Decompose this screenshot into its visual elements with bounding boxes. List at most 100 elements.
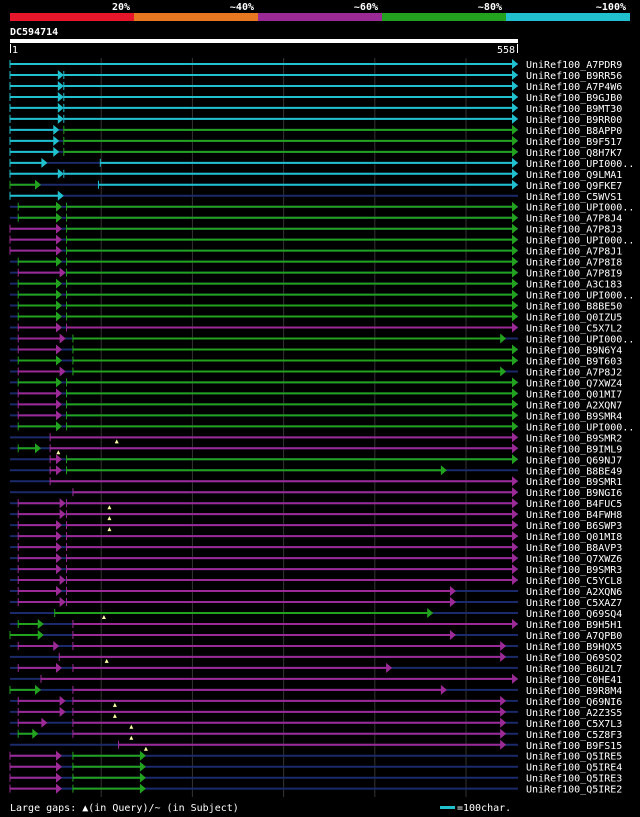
hit-row[interactable]: UniRef100_C0HE41	[10, 673, 622, 686]
hit-row[interactable]: UniRef100_Q5IRE4	[9, 761, 622, 774]
hit-row[interactable]: UniRef100_C5XAZ7	[10, 597, 622, 609]
hit-row[interactable]: UniRef100_UPI000..	[10, 333, 634, 346]
hit-row[interactable]: UniRef100_Q5IRE2	[9, 783, 622, 796]
hit-label[interactable]: UniRef100_A7P4W6	[526, 82, 622, 93]
hit-label[interactable]: UniRef100_A7P8J4	[526, 214, 622, 225]
hit-label[interactable]: UniRef100_B8BE49	[526, 466, 622, 477]
hit-label[interactable]: UniRef100_Q69SQ4	[526, 609, 622, 620]
hit-row[interactable]: UniRef100_A2XQN7	[10, 399, 622, 411]
hit-row[interactable]: UniRef100_UPI000..	[10, 289, 634, 302]
hit-row[interactable]: UniRef100_B9SMR3	[10, 564, 622, 576]
hit-label[interactable]: UniRef100_B9HQX5	[526, 642, 622, 653]
hit-label[interactable]: UniRef100_Q69NJ7	[526, 455, 622, 466]
hit-label[interactable]: UniRef100_C5XAZ7	[526, 598, 622, 609]
hit-row[interactable]: UniRef100_B9FS15	[10, 739, 622, 752]
hit-label[interactable]: UniRef100_B8BE50	[526, 302, 622, 313]
hit-row[interactable]: UniRef100_A7P4W6	[9, 80, 622, 93]
hit-row[interactable]: UniRef100_Q7XWZ6	[10, 553, 622, 565]
hit-label[interactable]: UniRef100_B9RR56	[526, 71, 622, 82]
hit-row[interactable]: UniRef100_Q0IZU5	[10, 311, 622, 324]
hit-row[interactable]: UniRef100_B8BE49	[10, 465, 622, 477]
hit-row[interactable]: UniRef100_A2Z3S5	[10, 706, 622, 719]
hit-label[interactable]: UniRef100_B9RR00	[526, 115, 622, 126]
hit-row[interactable]: UniRef100_Q5IRE3	[9, 772, 622, 785]
hit-label[interactable]: UniRef100_B9NGI6	[526, 488, 622, 499]
hit-label[interactable]: UniRef100_B9MT30	[526, 104, 622, 115]
hit-row[interactable]: UniRef100_UPI000..	[9, 157, 634, 170]
hit-row[interactable]: UniRef100_Q5IRE5	[9, 750, 622, 763]
hit-row[interactable]: UniRef100_Q7XWZ4	[10, 377, 622, 389]
hit-label[interactable]: UniRef100_Q0IZU5	[526, 313, 622, 324]
hit-label[interactable]: UniRef100_B4FUC5	[526, 499, 622, 510]
hit-row[interactable]: UniRef100_B9F517	[9, 135, 622, 148]
hit-row[interactable]: UniRef100_A7P8I8	[10, 256, 622, 269]
hit-label[interactable]: UniRef100_B9N6Y4	[526, 345, 622, 356]
hit-label[interactable]: UniRef100_A7P8J3	[526, 225, 622, 236]
hit-label[interactable]: UniRef100_B9SMR1	[526, 477, 622, 488]
hit-label[interactable]: UniRef100_A2XQN7	[526, 400, 622, 411]
hit-row[interactable]: UniRef100_B9IML9	[10, 443, 622, 455]
hit-label[interactable]: UniRef100_B6SWP3	[526, 521, 622, 532]
hit-row[interactable]: UniRef100_Q69NI6	[10, 695, 622, 708]
hit-row[interactable]: UniRef100_A7P8I9	[10, 267, 622, 280]
hit-label[interactable]: UniRef100_B4FWH8	[526, 510, 622, 521]
hit-label[interactable]: UniRef100_B9SMR2	[526, 433, 622, 444]
hit-label[interactable]: UniRef100_C5YCL8	[526, 576, 622, 587]
hit-row[interactable]: UniRef100_B6U2L7	[10, 662, 622, 675]
hit-row[interactable]: UniRef100_UPI000..	[9, 234, 634, 247]
hit-row[interactable]: UniRef100_Q8H7K7	[9, 146, 622, 159]
hit-label[interactable]: UniRef100_A2Z3S5	[526, 708, 622, 719]
hit-row[interactable]: UniRef100_A7P8J3	[9, 223, 622, 236]
hit-row[interactable]: UniRef100_C5Z8F3	[10, 728, 622, 741]
hit-label[interactable]: UniRef100_Q8H7K7	[526, 148, 622, 159]
hit-label[interactable]: UniRef100_A7P8I8	[526, 258, 622, 269]
hit-label[interactable]: UniRef100_Q7XWZ4	[526, 378, 622, 389]
hit-row[interactable]: UniRef100_A7P8J1	[9, 245, 622, 258]
hit-label[interactable]: UniRef100_B9GJB0	[526, 93, 622, 104]
hit-label[interactable]: UniRef100_C5X7L2	[526, 324, 622, 335]
hit-label[interactable]: UniRef100_B8AVP3	[526, 543, 622, 554]
hit-label[interactable]: UniRef100_UPI000..	[526, 291, 634, 302]
hit-label[interactable]: UniRef100_C5WVS1	[526, 192, 622, 203]
hit-label[interactable]: UniRef100_Q9FKE7	[526, 181, 622, 192]
hit-label[interactable]: UniRef100_B9H5H1	[526, 620, 622, 631]
hit-row[interactable]: UniRef100_B4FUC5	[10, 498, 622, 510]
hit-row[interactable]: UniRef100_B9R8M4	[9, 684, 622, 697]
hit-label[interactable]: UniRef100_Q01MI8	[526, 532, 622, 543]
hit-row[interactable]: UniRef100_B8AVP3	[10, 542, 622, 554]
hit-row[interactable]: UniRef100_UPI000..	[10, 421, 634, 433]
hit-label[interactable]: UniRef100_Q5IRE4	[526, 763, 622, 774]
hit-label[interactable]: UniRef100_Q01MI7	[526, 389, 622, 400]
hit-label[interactable]: UniRef100_Q7XWZ6	[526, 554, 622, 565]
hit-row[interactable]: UniRef100_C5X7L3	[10, 717, 622, 730]
hit-label[interactable]: UniRef100_B9SMR3	[526, 565, 622, 576]
hit-label[interactable]: UniRef100_B9IML9	[526, 444, 622, 455]
hit-label[interactable]: UniRef100_A7P8J1	[526, 247, 622, 258]
hit-label[interactable]: UniRef100_Q69SQ2	[526, 653, 622, 664]
hit-label[interactable]: UniRef100_UPI000..	[526, 203, 634, 214]
hit-label[interactable]: UniRef100_Q69NI6	[526, 697, 622, 708]
hit-row[interactable]: UniRef100_A2XQN6	[10, 586, 622, 598]
hit-label[interactable]: UniRef100_B9F517	[526, 137, 622, 148]
hit-row[interactable]: UniRef100_B9RR00	[9, 113, 622, 126]
hit-label[interactable]: UniRef100_Q9LMA1	[526, 170, 622, 181]
hit-label[interactable]: UniRef100_A2XQN6	[526, 587, 622, 598]
hit-row[interactable]: UniRef100_C5YCL8	[10, 575, 622, 587]
hit-label[interactable]: UniRef100_A7PDR9	[526, 60, 622, 71]
hit-label[interactable]: UniRef100_B9T603	[526, 356, 622, 367]
hit-label[interactable]: UniRef100_Q5IRE5	[526, 752, 622, 763]
hit-label[interactable]: UniRef100_Q5IRE3	[526, 774, 622, 785]
hit-label[interactable]: UniRef100_A3C183	[526, 280, 622, 291]
hit-label[interactable]: UniRef100_C5Z8F3	[526, 730, 622, 741]
hit-row[interactable]: UniRef100_B9SMR4	[10, 410, 622, 422]
hit-label[interactable]: UniRef100_A7QPB0	[526, 631, 622, 642]
hit-label[interactable]: UniRef100_Q5IRE2	[526, 785, 622, 796]
hit-label[interactable]: UniRef100_C0HE41	[526, 675, 622, 686]
hit-row[interactable]: UniRef100_B9T603	[10, 355, 622, 367]
hit-label[interactable]: UniRef100_UPI000..	[526, 335, 634, 346]
hit-row[interactable]: UniRef100_B9GJB0	[9, 91, 622, 104]
hit-label[interactable]: UniRef100_UPI000..	[526, 422, 634, 433]
hit-row[interactable]: UniRef100_A7QPB0	[9, 629, 622, 642]
hit-label[interactable]: UniRef100_B9SMR4	[526, 411, 622, 422]
hit-label[interactable]: UniRef100_C5X7L3	[526, 719, 622, 730]
